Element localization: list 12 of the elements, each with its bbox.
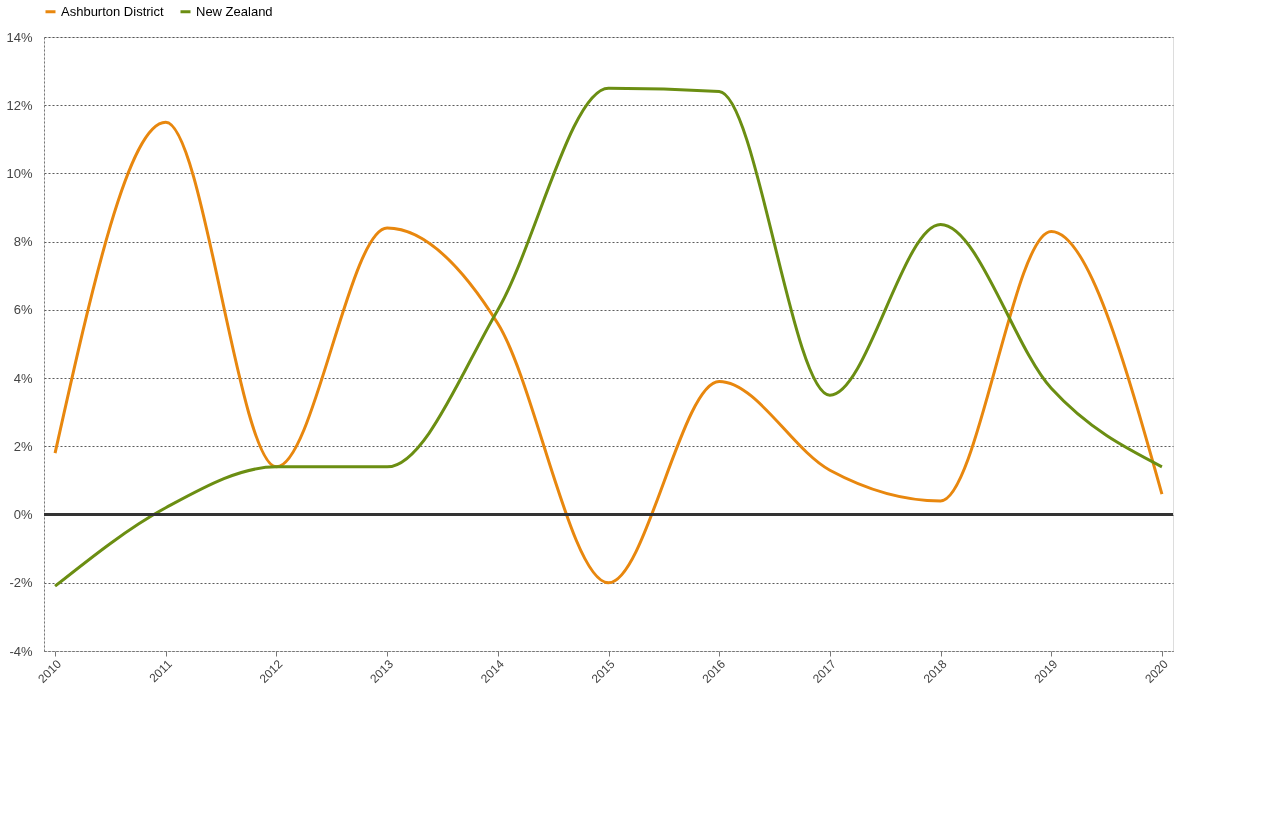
y-tick-label: -4%	[9, 643, 33, 659]
y-tick-label: 8%	[13, 234, 33, 250]
legend-label: Ashburton District	[61, 3, 164, 19]
y-tick-label: -2%	[9, 575, 33, 591]
legend-label: New Zealand	[196, 3, 273, 19]
y-tick-label: 10%	[6, 165, 33, 181]
y-tick-label: 4%	[13, 370, 33, 386]
y-tick-label: 14%	[6, 29, 33, 45]
y-tick-label: 2%	[13, 438, 33, 454]
y-tick-label: 0%	[13, 507, 33, 523]
y-tick-label: 6%	[13, 302, 33, 318]
y-tick-label: 12%	[6, 97, 33, 113]
